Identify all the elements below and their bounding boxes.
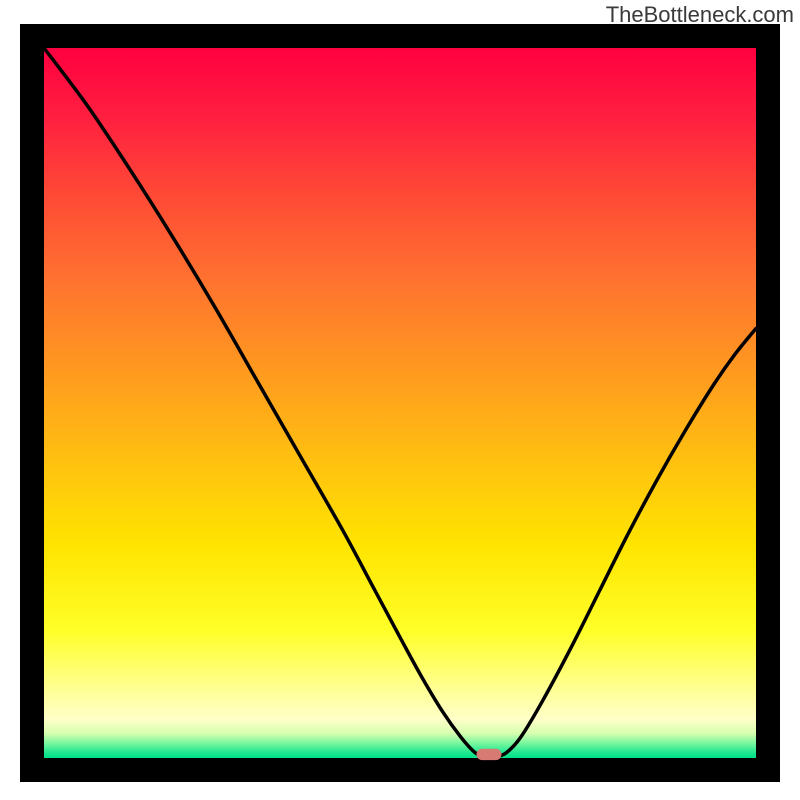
watermark-text: TheBottleneck.com <box>606 2 794 28</box>
gradient-chart <box>0 0 800 800</box>
bottleneck-chart-container: TheBottleneck.com <box>0 0 800 800</box>
chart-background-gradient <box>44 48 756 758</box>
optimal-point-marker <box>477 749 502 760</box>
